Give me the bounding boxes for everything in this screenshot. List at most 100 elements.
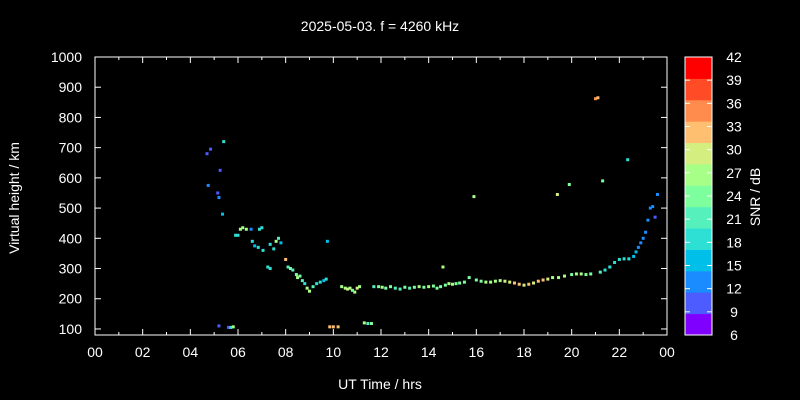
data-point	[398, 287, 402, 291]
y-tick-label: 600	[59, 170, 83, 186]
data-point	[484, 280, 488, 284]
data-point	[216, 191, 220, 195]
data-point	[221, 212, 225, 216]
data-point	[298, 274, 302, 278]
data-point	[296, 276, 300, 280]
x-tick-label: 16	[469, 344, 485, 360]
data-point	[563, 274, 567, 278]
colorbar-tick-label: 12	[726, 281, 742, 297]
data-point	[380, 285, 384, 289]
colorbar-segment	[685, 142, 712, 165]
chart-title: 2025-05-03. f = 4260 kHz	[301, 18, 459, 34]
data-point	[532, 281, 536, 285]
data-point	[303, 282, 307, 286]
data-point	[362, 321, 366, 325]
data-point	[393, 286, 397, 290]
colorbar-tick-label: 27	[726, 165, 742, 181]
x-tick-label: 20	[564, 344, 580, 360]
data-point	[315, 282, 319, 286]
x-axis-label: UT Time / hrs	[338, 376, 422, 392]
colorbar-tick-label: 39	[726, 72, 742, 88]
colorbar-tick-label: 33	[726, 119, 742, 135]
x-tick-label: 04	[183, 344, 199, 360]
data-points	[205, 96, 659, 329]
data-point	[639, 241, 643, 245]
y-tick-label: 1000	[51, 49, 82, 65]
x-tick-label: 14	[421, 344, 437, 360]
data-point	[348, 286, 352, 290]
data-point	[261, 248, 265, 252]
data-point	[238, 227, 242, 231]
data-point	[644, 230, 648, 234]
x-tick-label: 08	[278, 344, 294, 360]
data-point	[279, 241, 283, 245]
x-tick-label: 12	[373, 344, 389, 360]
data-point	[257, 227, 261, 231]
data-point	[311, 285, 315, 289]
x-tick-label: 22	[612, 344, 628, 360]
data-point	[454, 282, 458, 286]
data-point	[294, 273, 298, 277]
plot-area: 00 02 04 06 08 10 12 14 16 18 20 22 0010020030040050…	[51, 49, 675, 360]
data-point	[458, 281, 462, 285]
data-point	[467, 276, 471, 280]
data-point	[249, 227, 253, 231]
colorbar-tick-label: 24	[726, 188, 742, 204]
data-point	[331, 325, 335, 329]
data-point	[324, 277, 328, 281]
data-point	[256, 245, 260, 249]
colorbar-tick-label: 30	[726, 142, 742, 158]
colorbar-tick-label: 18	[726, 234, 742, 250]
y-axis-label: Virtual height / km	[6, 142, 22, 254]
data-point	[651, 205, 655, 209]
y-tick-label: 200	[59, 291, 83, 307]
data-point	[627, 257, 631, 261]
y-tick-label: 500	[59, 200, 83, 216]
data-point	[603, 268, 607, 272]
data-point	[608, 265, 612, 269]
data-point	[439, 285, 443, 289]
data-point	[517, 282, 521, 286]
data-point	[653, 215, 657, 219]
data-point	[369, 322, 373, 326]
colorbar-segment	[685, 228, 712, 250]
data-point	[217, 324, 221, 328]
data-point	[244, 227, 248, 231]
data-point	[584, 273, 588, 277]
data-point	[412, 285, 416, 289]
data-point	[355, 286, 359, 290]
data-point	[268, 267, 272, 271]
data-point	[284, 257, 288, 261]
data-point	[626, 158, 630, 162]
data-point	[574, 272, 578, 276]
data-point	[372, 285, 376, 289]
data-point	[472, 195, 476, 199]
data-point	[260, 226, 264, 230]
data-point	[632, 254, 636, 258]
data-point	[498, 279, 502, 283]
data-point	[435, 286, 439, 290]
data-point	[570, 273, 574, 277]
data-point	[226, 325, 230, 329]
colorbar-tick-label: 21	[726, 211, 742, 227]
data-point	[288, 267, 292, 271]
colorbar-segment	[685, 313, 712, 336]
data-point	[443, 283, 447, 287]
data-point	[596, 96, 600, 100]
data-point	[300, 279, 304, 283]
x-tick-label: 06	[230, 344, 246, 360]
data-point	[389, 285, 393, 289]
data-point	[512, 281, 516, 285]
data-point	[377, 285, 381, 289]
data-point	[231, 325, 235, 329]
data-point	[634, 250, 638, 254]
colorbar-segment	[685, 249, 712, 272]
data-point	[366, 322, 370, 326]
y-tick-label: 800	[59, 109, 83, 125]
data-point	[522, 283, 526, 287]
data-point	[325, 239, 329, 243]
data-point	[555, 192, 559, 196]
data-point	[594, 97, 597, 101]
y-tick-label: 900	[59, 79, 83, 95]
